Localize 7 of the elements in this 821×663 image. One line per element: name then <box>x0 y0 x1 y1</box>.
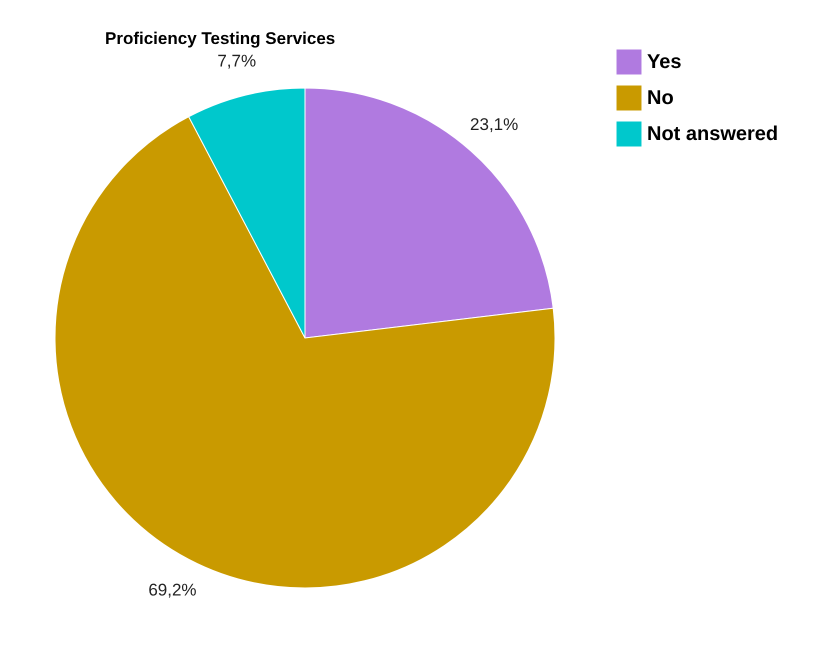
data-label: 7,7% <box>217 51 256 70</box>
chart-title: Proficiency Testing Services <box>105 29 336 48</box>
legend-label: Not answered <box>647 123 778 145</box>
legend-label: Yes <box>647 51 682 73</box>
legend-label: No <box>647 87 674 109</box>
data-label: 69,2% <box>148 580 197 600</box>
data-label: 23,1% <box>470 114 518 134</box>
